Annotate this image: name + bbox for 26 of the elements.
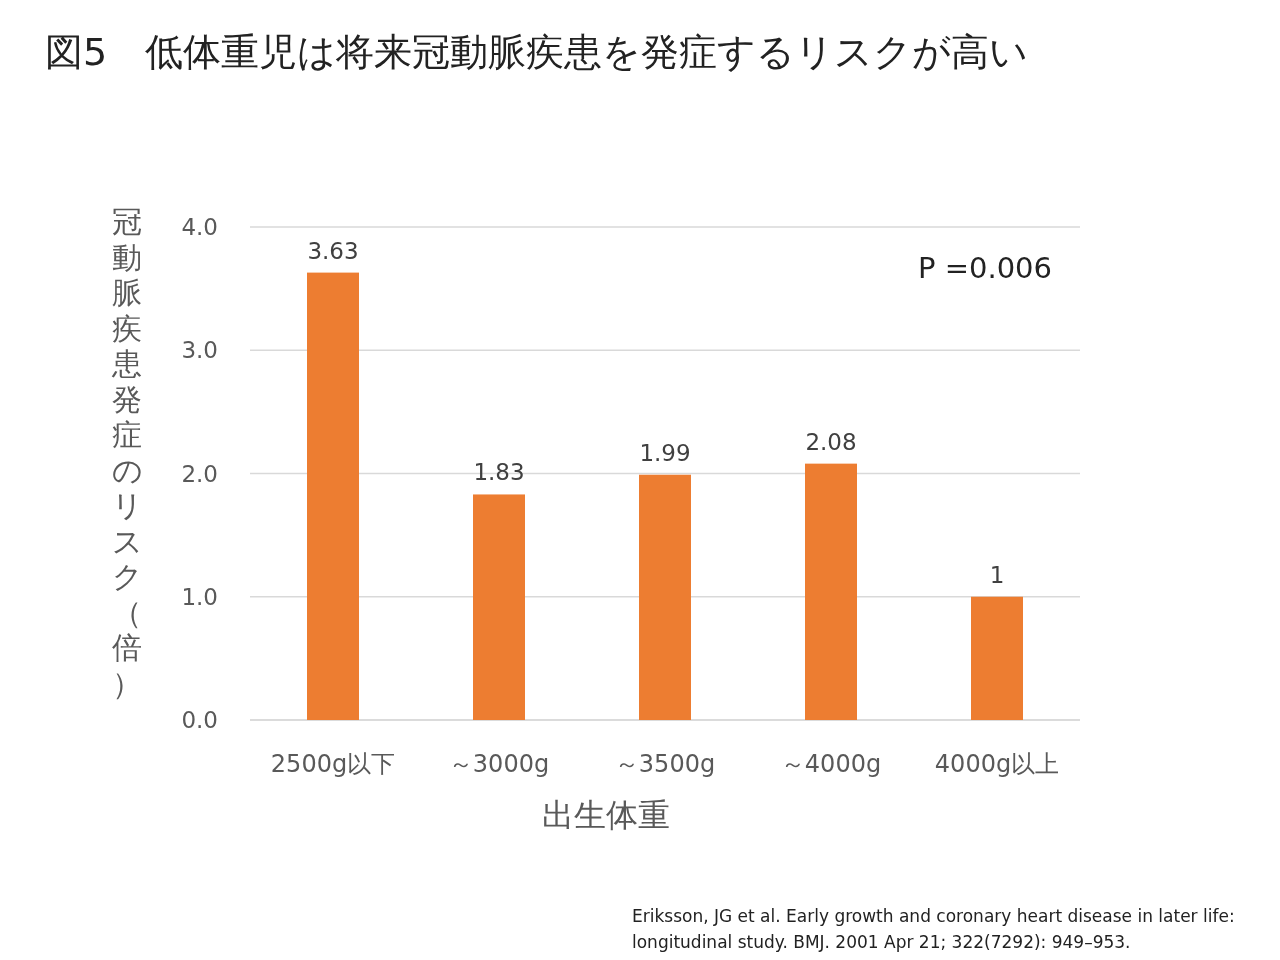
x-tick-label: 4000g以上 <box>934 750 1060 778</box>
chart-title: 図5 低体重児は将来冠動脈疾患を発症するリスクが高い <box>45 30 1029 74</box>
x-tick-label: ～3000g <box>448 750 550 778</box>
data-label: 2.08 <box>805 428 857 455</box>
bar <box>473 494 525 720</box>
bar <box>805 463 857 720</box>
y-tick-label: 1.0 <box>181 583 218 610</box>
y-tick-label: 0.0 <box>181 707 218 733</box>
bar <box>971 596 1023 720</box>
data-label: 1 <box>989 561 1005 588</box>
bar <box>307 272 359 720</box>
y-axis-title: 冠動脈疾患発症のリスク（倍） <box>111 204 143 701</box>
data-label: 1.99 <box>639 439 691 466</box>
y-tick-label: 4.0 <box>181 214 218 240</box>
y-tick-label: 3.0 <box>181 337 218 364</box>
bar <box>639 474 691 720</box>
annotation: P =0.006 <box>917 251 1052 285</box>
x-tick-label: 2500g以下 <box>270 750 396 778</box>
text: longitudinal study. BMJ. 2001 Apr 21; 322(7292): 949–953. <box>632 932 1131 952</box>
x-tick-label: ～4000g <box>780 750 882 778</box>
y-tick-label: 2.0 <box>181 460 218 487</box>
x-tick-label: ～3500g <box>614 750 716 778</box>
data-label: 1.83 <box>473 459 525 486</box>
x-axis-title: 出生体重 <box>542 796 670 834</box>
data-label: 3.63 <box>307 237 359 264</box>
text: Eriksson, JG et al. Early growth and coronary heart disease in later life: <box>632 906 1235 926</box>
